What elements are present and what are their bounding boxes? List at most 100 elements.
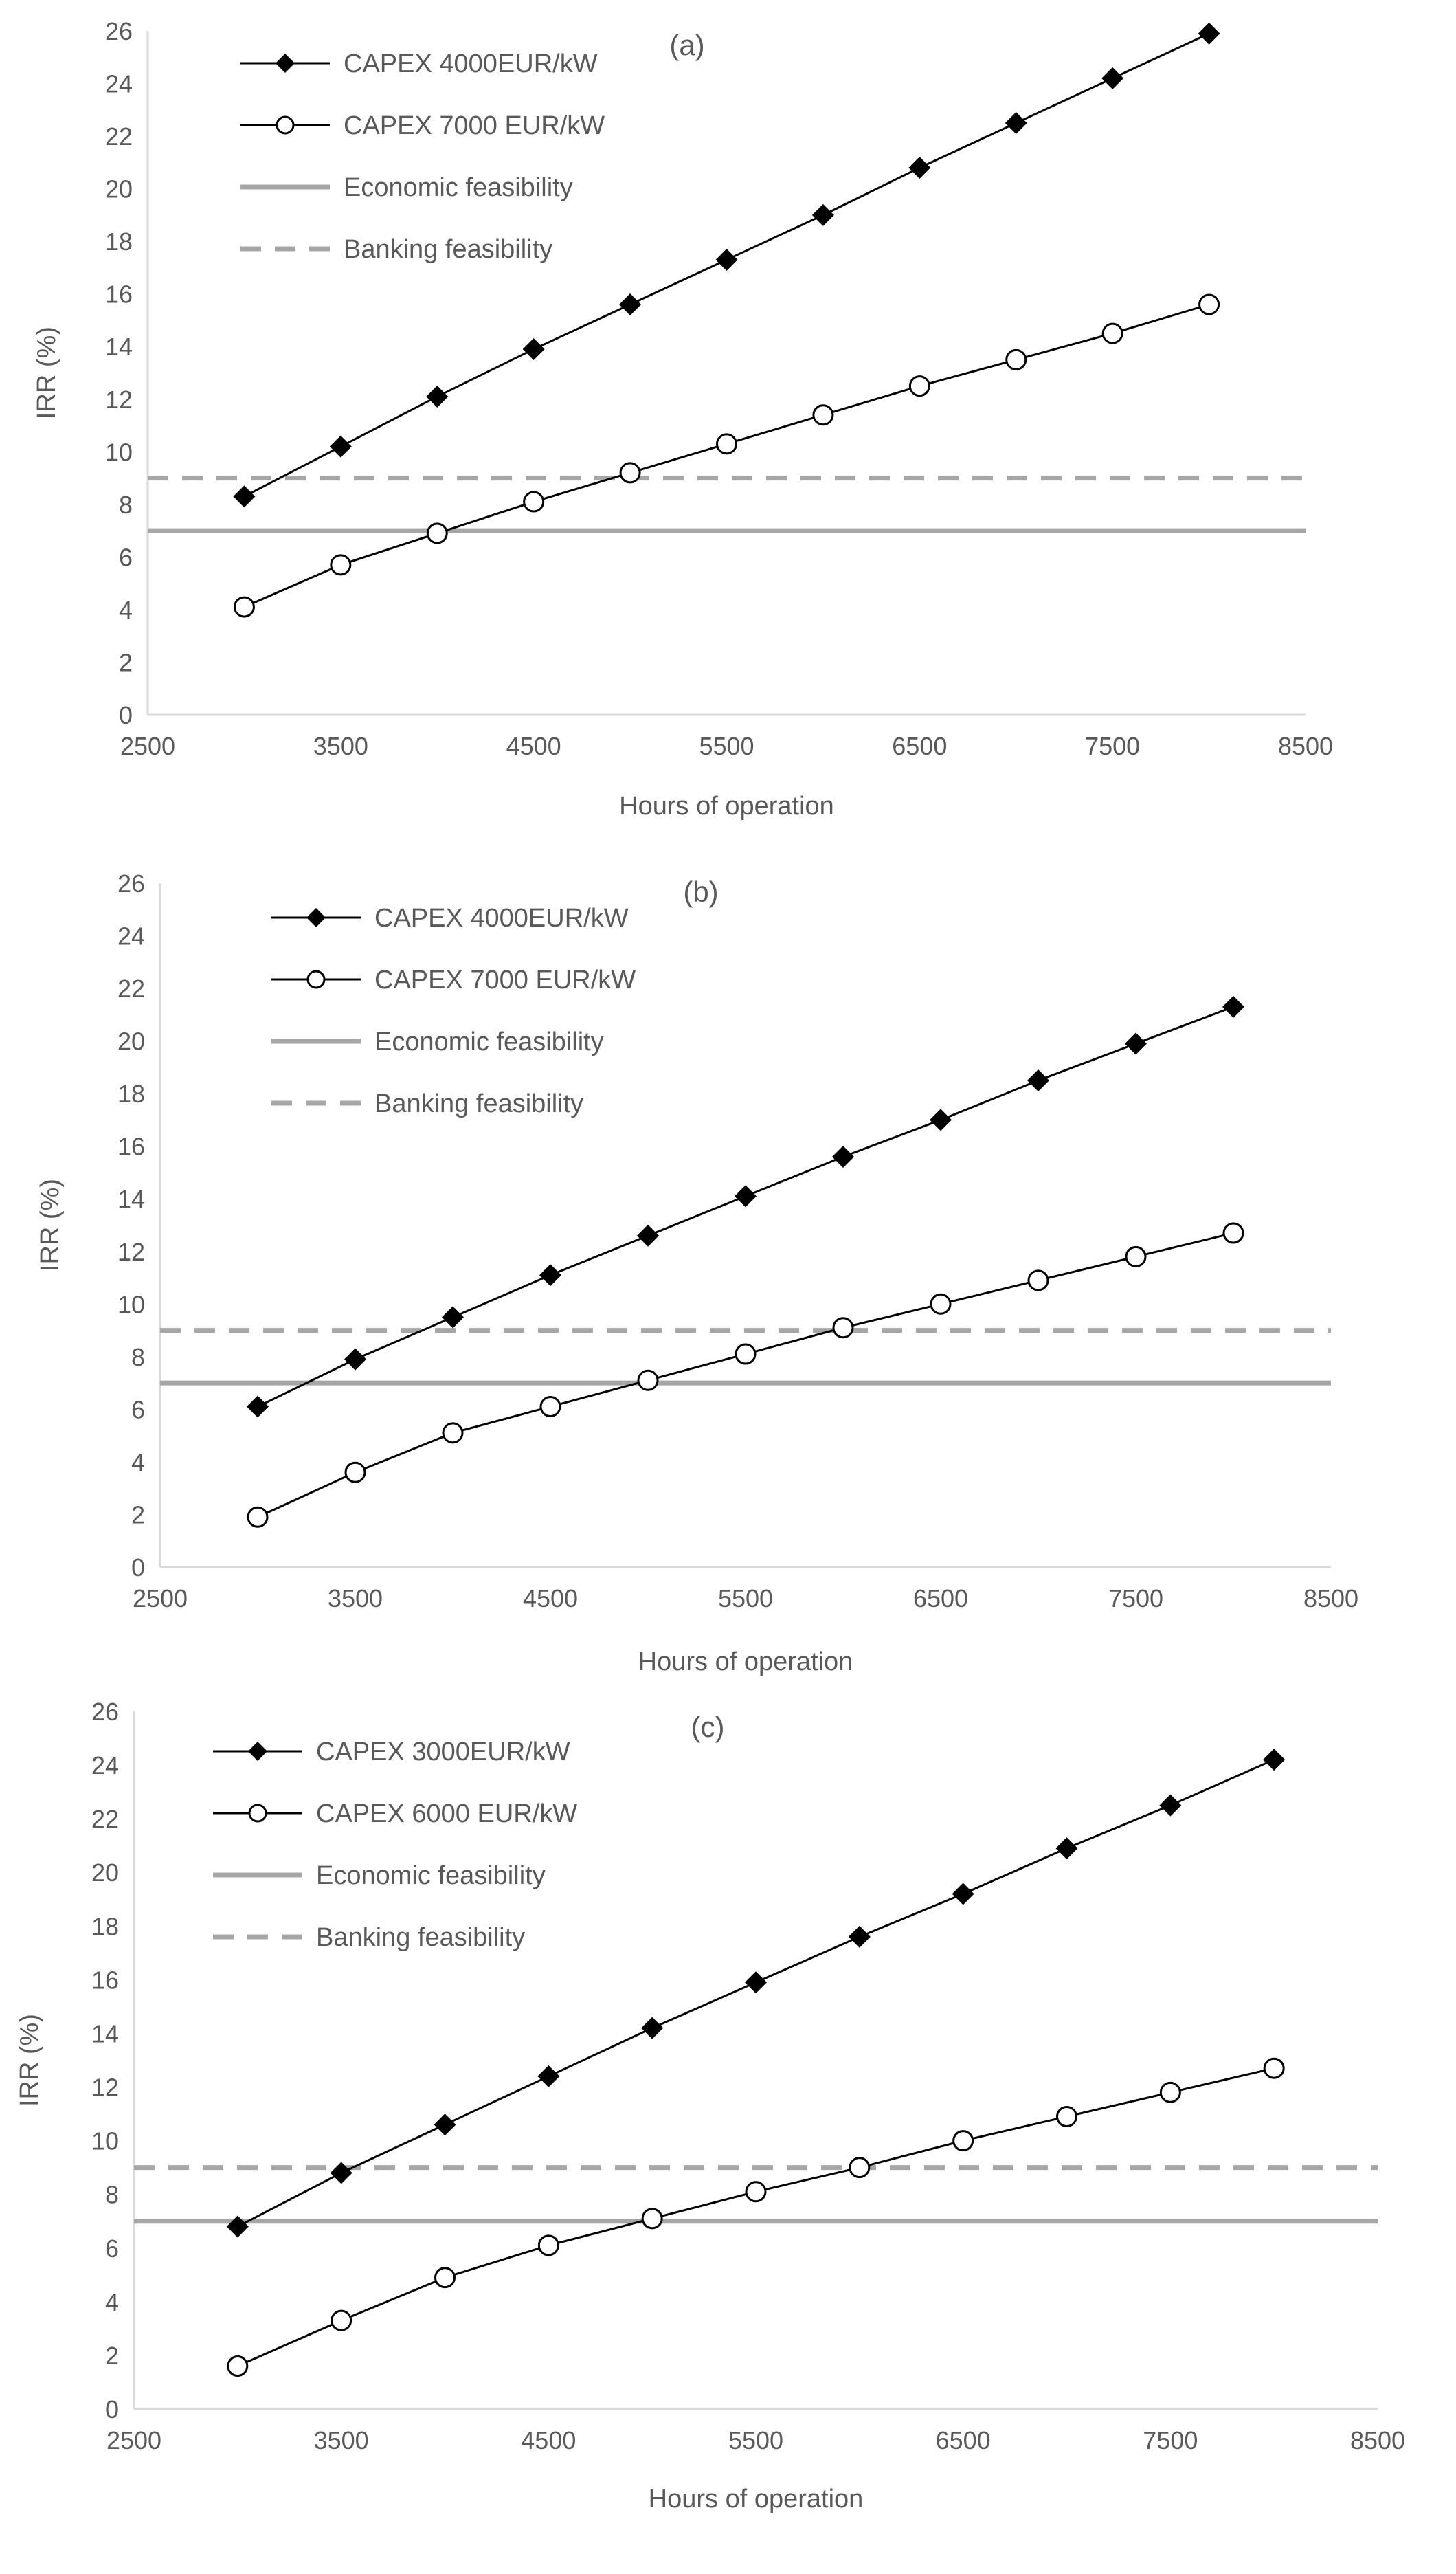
legend-label: CAPEX 4000EUR/kW — [344, 49, 598, 78]
y-axis-title: IRR (%) — [32, 326, 61, 419]
data-point-diamond — [715, 248, 738, 271]
x-tick-label: 7500 — [1085, 732, 1140, 760]
y-tick-label: 4 — [119, 596, 133, 624]
data-point-circle — [849, 2157, 871, 2179]
data-point-circle — [1263, 2057, 1285, 2079]
y-tick-label: 6 — [105, 2234, 119, 2263]
legend-marker-circle — [248, 1804, 267, 1823]
data-point-circle — [641, 2208, 663, 2230]
legend-label: Economic feasibility — [374, 1028, 604, 1056]
x-tick-label: 8500 — [1303, 1584, 1358, 1612]
data-point-circle — [539, 1396, 561, 1418]
data-point-diamond — [226, 2215, 249, 2238]
legend-label: Economic feasibility — [316, 1861, 546, 1890]
y-tick-label: 20 — [117, 1028, 145, 1056]
data-point-diamond — [247, 1395, 269, 1418]
data-point-diamond — [619, 293, 642, 315]
x-tick-label: 8500 — [1350, 2426, 1405, 2454]
legend-marker-diamond — [306, 908, 326, 927]
data-point-circle — [745, 2181, 767, 2203]
data-point-diamond — [1101, 67, 1124, 89]
data-point-diamond — [832, 1146, 854, 1168]
legend-marker-diamond — [248, 1742, 267, 1761]
panel-label: (a) — [669, 29, 704, 61]
y-tick-label: 18 — [117, 1080, 145, 1108]
x-tick-label: 5500 — [699, 732, 754, 760]
x-axis-title: Hours of operation — [649, 2485, 864, 2514]
x-tick-label: 4500 — [523, 1584, 578, 1612]
data-point-circle — [1222, 1222, 1244, 1244]
series-line-2 — [257, 1232, 1234, 1518]
data-point-diamond — [434, 2113, 456, 2136]
data-point-circle — [227, 2355, 249, 2377]
y-tick-label: 24 — [117, 922, 145, 951]
data-point-circle — [812, 404, 834, 426]
y-tick-label: 6 — [119, 543, 133, 571]
legend-label: Banking feasibility — [316, 1923, 525, 1952]
data-point-circle — [619, 462, 641, 484]
data-point-circle — [1027, 1269, 1049, 1291]
legend-marker-circle — [276, 115, 295, 135]
legend-marker-diamond — [276, 54, 295, 73]
series-line-2 — [243, 303, 1210, 608]
data-point-diamond — [735, 1185, 757, 1208]
data-point-diamond — [442, 1306, 464, 1329]
y-tick-label: 14 — [91, 2019, 119, 2048]
y-tick-label: 0 — [119, 701, 133, 729]
data-point-diamond — [426, 385, 449, 408]
data-point-diamond — [637, 1224, 659, 1247]
data-point-circle — [247, 1506, 269, 1528]
y-axis-title: IRR (%) — [36, 1179, 65, 1272]
legend-label: CAPEX 4000EUR/kW — [374, 904, 629, 933]
y-tick-label: 2 — [131, 1500, 145, 1529]
data-point-circle — [537, 2234, 559, 2256]
data-point-circle — [1101, 322, 1123, 344]
y-tick-label: 16 — [105, 280, 133, 309]
y-tick-label: 10 — [117, 1290, 145, 1318]
panel-label: (b) — [683, 876, 718, 908]
data-point-diamond — [330, 2162, 352, 2184]
data-point-diamond — [537, 2065, 560, 2087]
data-point-diamond — [1005, 111, 1027, 134]
legend: CAPEX 4000EUR/kW CAPEX 7000 EUR/kW Economi… — [271, 904, 636, 1118]
x-tick-label: 2500 — [133, 1584, 188, 1612]
x-tick-label: 6500 — [913, 1584, 968, 1612]
data-point-circle — [735, 1343, 757, 1365]
y-tick-label: 10 — [105, 438, 133, 466]
y-tick-label: 18 — [105, 228, 133, 256]
data-point-circle — [716, 433, 737, 455]
data-point-circle — [637, 1369, 659, 1391]
y-tick-label: 2 — [119, 648, 133, 676]
x-tick-label: 7500 — [1143, 2426, 1198, 2454]
y-tick-label: 14 — [105, 333, 133, 361]
x-tick-label: 3500 — [328, 1584, 383, 1612]
data-point-diamond — [1055, 1837, 1078, 1860]
panel-label: (c) — [691, 1711, 725, 1743]
y-tick-label: 18 — [91, 1912, 119, 1940]
y-tick-label: 26 — [105, 17, 133, 45]
x-tick-label: 3500 — [313, 732, 368, 760]
legend-label: Economic feasibility — [344, 173, 573, 202]
x-tick-label: 7500 — [1108, 1584, 1163, 1612]
legend-label: CAPEX 7000 EUR/kW — [374, 966, 636, 995]
x-tick-label: 4500 — [521, 2426, 576, 2454]
data-point-diamond — [1027, 1069, 1049, 1092]
x-tick-label: 6500 — [892, 732, 947, 760]
x-tick-label: 5500 — [718, 1584, 773, 1612]
data-point-circle — [233, 596, 255, 618]
legend-label: CAPEX 7000 EUR/kW — [344, 111, 605, 140]
y-tick-label: 20 — [91, 1859, 119, 1887]
data-point-diamond — [1263, 1749, 1286, 1771]
y-tick-label: 8 — [119, 491, 133, 519]
data-point-circle — [330, 554, 352, 576]
data-point-diamond — [539, 1264, 561, 1287]
data-point-circle — [344, 1461, 366, 1483]
data-point-circle — [331, 2309, 352, 2331]
y-tick-label: 24 — [105, 70, 133, 98]
legend: CAPEX 3000EUR/kW CAPEX 6000 EUR/kW Economi… — [213, 1738, 577, 1952]
x-tick-label: 4500 — [506, 732, 561, 760]
data-point-circle — [1159, 2081, 1181, 2103]
data-point-diamond — [1198, 22, 1220, 45]
